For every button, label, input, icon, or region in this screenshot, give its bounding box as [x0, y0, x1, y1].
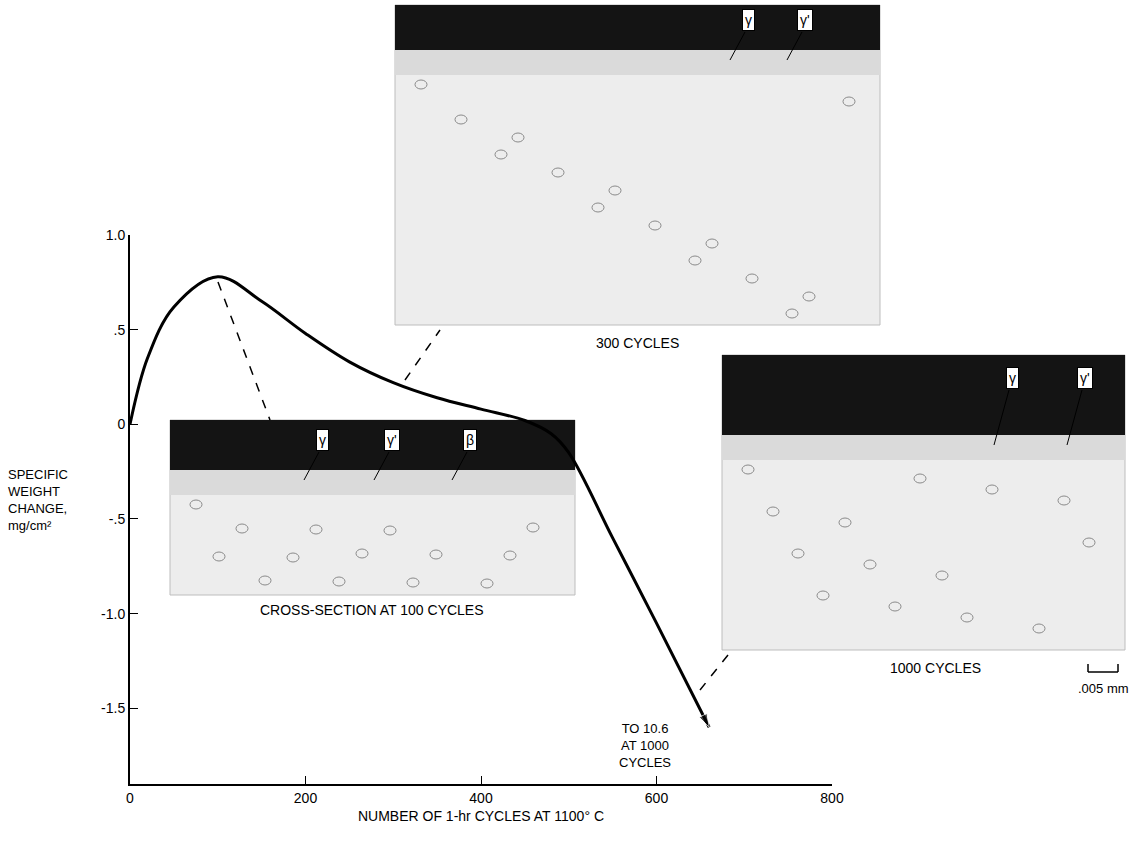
- svg-text:0: 0: [126, 790, 134, 806]
- svg-text:.5: .5: [114, 322, 126, 338]
- svg-text:γ: γ: [319, 432, 326, 448]
- svg-text:300 CYCLES: 300 CYCLES: [596, 335, 679, 351]
- svg-text:γ': γ': [387, 432, 397, 448]
- svg-text:1.0: 1.0: [106, 227, 126, 243]
- svg-text:0: 0: [117, 416, 125, 432]
- svg-text:-.5: -.5: [109, 511, 126, 527]
- svg-text:γ: γ: [1009, 370, 1016, 386]
- svg-text:.005 mm: .005 mm: [1078, 681, 1129, 696]
- svg-text:1000 CYCLES: 1000 CYCLES: [890, 660, 981, 676]
- svg-text:800: 800: [820, 790, 844, 806]
- svg-text:TO 10.6AT 1000CYCLES: TO 10.6AT 1000CYCLES: [619, 721, 671, 770]
- svg-text:-1.0: -1.0: [101, 606, 125, 622]
- svg-text:γ': γ': [1080, 370, 1090, 386]
- svg-text:-1.5: -1.5: [101, 700, 125, 716]
- svg-text:600: 600: [645, 790, 669, 806]
- svg-text:CROSS-SECTION AT 100 CYCLES: CROSS-SECTION AT 100 CYCLES: [260, 602, 484, 618]
- svg-text:200: 200: [294, 790, 318, 806]
- svg-text:SPECIFICWEIGHTCHANGE,mg/cm²: SPECIFICWEIGHTCHANGE,mg/cm²: [8, 467, 68, 533]
- svg-text:β: β: [466, 432, 474, 448]
- svg-text:NUMBER OF 1-hr CYCLES AT 1100°: NUMBER OF 1-hr CYCLES AT 1100° C: [358, 808, 604, 824]
- svg-text:γ': γ': [800, 12, 810, 28]
- svg-text:400: 400: [469, 790, 493, 806]
- svg-text:γ: γ: [745, 12, 752, 28]
